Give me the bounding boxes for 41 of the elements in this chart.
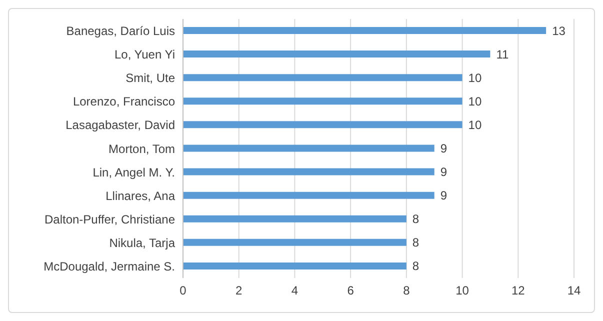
data-label: 10 <box>468 70 482 85</box>
data-label: 10 <box>468 94 482 108</box>
x-tick-label: 10 <box>456 284 470 298</box>
data-label: 8 <box>412 212 420 226</box>
bar <box>183 74 462 82</box>
data-label: 9 <box>440 188 448 203</box>
x-tick-label: 0 <box>180 284 187 298</box>
bar <box>183 215 406 222</box>
data-label: 9 <box>440 165 448 180</box>
y-tick-label: Lasagabaster, David <box>66 118 175 132</box>
bar <box>183 121 462 128</box>
data-label: 13 <box>552 24 566 38</box>
y-tick-label: Lin, Angel M. Y. <box>92 165 175 180</box>
y-tick-label: Morton, Tom <box>108 142 176 156</box>
data-label: 8 <box>412 236 420 250</box>
y-tick-label: Smit, Ute <box>126 71 176 86</box>
x-tick-label: 2 <box>236 284 243 298</box>
y-tick-label: Lo, Yuen Yi <box>114 48 175 62</box>
bar <box>183 192 434 199</box>
bar <box>183 27 546 34</box>
x-tick-label: 8 <box>403 284 410 298</box>
bar <box>183 168 434 176</box>
data-label: 9 <box>440 141 448 156</box>
y-tick-label: Dalton-Puffer, Christiane <box>44 212 176 226</box>
data-label: 8 <box>412 259 420 274</box>
data-label: 10 <box>468 118 482 132</box>
bar <box>183 50 490 58</box>
bar <box>183 98 462 105</box>
bar <box>183 144 434 152</box>
x-tick-label: 6 <box>347 284 354 298</box>
y-tick-label: McDougald, Jermaine S. <box>44 259 175 274</box>
y-tick-label: Banegas, Darío Luis <box>66 24 175 38</box>
data-label: 11 <box>496 47 509 62</box>
bar <box>183 262 406 270</box>
bar <box>183 238 406 246</box>
y-tick-label: Lorenzo, Francisco <box>72 94 176 109</box>
x-tick-label: 12 <box>511 284 526 298</box>
y-tick-label: Llinares, Ana <box>106 188 176 203</box>
y-tick-label: Nikula, Tarja <box>109 236 176 250</box>
x-tick-label: 4 <box>291 284 298 298</box>
x-tick-label: 14 <box>567 284 581 298</box>
